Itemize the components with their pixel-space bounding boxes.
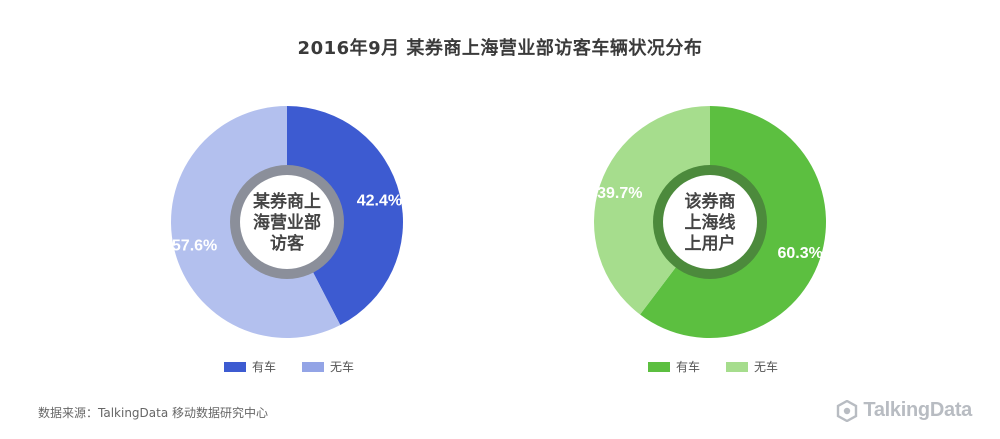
legend-swatch-有车 <box>224 362 246 372</box>
data-source-note: 数据来源：TalkingData 移动数据研究中心 <box>38 406 269 420</box>
slice-label-有车: 60.3% <box>777 245 822 262</box>
center-label-line: 上海线 <box>685 212 736 233</box>
center-label-line: 上用户 <box>685 233 736 254</box>
slice-label-有车: 42.4% <box>357 193 402 210</box>
center-hole <box>240 175 334 269</box>
slice-label-无车: 39.7% <box>597 185 642 202</box>
legend-swatch-无车 <box>726 362 748 372</box>
center-hole <box>663 175 757 269</box>
legend-label-无车: 无车 <box>754 359 778 374</box>
brand-name: TalkingData <box>863 399 972 421</box>
talkingdata-logo-icon <box>837 399 858 422</box>
legend-swatch-无车 <box>302 362 324 372</box>
pie-slice-无车 <box>594 106 710 315</box>
legend-label-有车: 有车 <box>252 359 276 374</box>
slice-label-无车: 57.6% <box>172 237 217 254</box>
center-label-line: 该券商 <box>685 191 736 212</box>
brand-logo: TalkingData <box>835 399 972 422</box>
center-label-line: 访客 <box>270 233 305 254</box>
legend-swatch-有车 <box>648 362 670 372</box>
center-label-line: 某券商上 <box>253 191 321 212</box>
legend-label-有车: 有车 <box>676 359 700 374</box>
center-label-line: 海营业部 <box>253 212 321 233</box>
legend-label-无车: 无车 <box>330 359 354 374</box>
chart-title: 2016年9月 某券商上海营业部访客车辆状况分布 <box>297 38 703 59</box>
